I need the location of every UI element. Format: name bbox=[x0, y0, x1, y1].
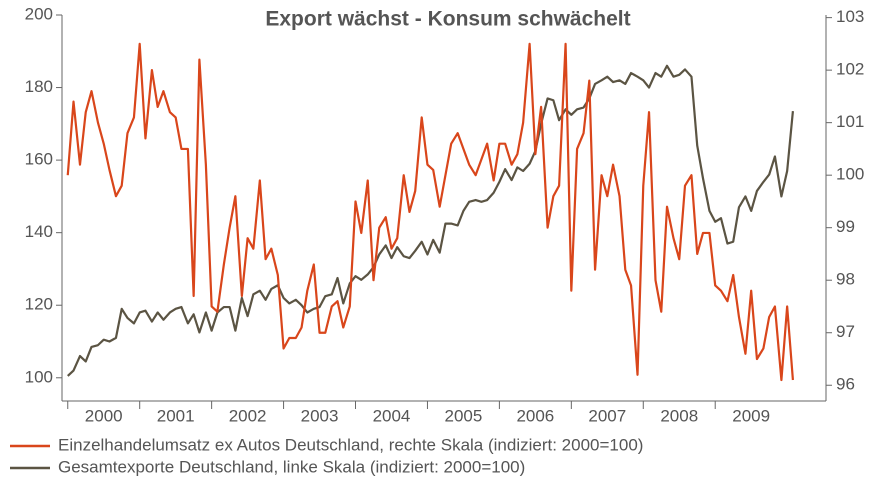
x-tick-label: 2009 bbox=[732, 406, 770, 425]
x-tick-label: 2008 bbox=[660, 406, 698, 425]
y2-tick-label: 98 bbox=[836, 270, 855, 289]
y2-tick-label: 96 bbox=[836, 375, 855, 394]
y2-tick-label: 103 bbox=[836, 7, 864, 26]
x-tick-label: 2000 bbox=[85, 406, 123, 425]
y2-tick-label: 102 bbox=[836, 60, 864, 79]
y-tick-label: 120 bbox=[25, 295, 53, 314]
y-tick-label: 100 bbox=[25, 367, 53, 386]
x-tick-label: 2006 bbox=[516, 406, 554, 425]
legend-label: Gesamtexporte Deutschland, linke Skala (… bbox=[58, 457, 525, 476]
y-tick-label: 180 bbox=[25, 77, 53, 96]
y-tick-label: 140 bbox=[25, 222, 53, 241]
legend-label: Einzelhandelumsatz ex Autos Deutschland,… bbox=[58, 435, 643, 454]
x-tick-label: 2005 bbox=[445, 406, 483, 425]
y-tick-label: 200 bbox=[25, 4, 53, 23]
y2-tick-label: 100 bbox=[836, 165, 864, 184]
y2-tick-label: 99 bbox=[836, 217, 855, 236]
y-tick-label: 160 bbox=[25, 150, 53, 169]
y2-tick-label: 101 bbox=[836, 112, 864, 131]
series-line bbox=[66, 42, 795, 382]
chart-title: Export wächst - Konsum schwächelt bbox=[265, 8, 630, 31]
x-tick-label: 2004 bbox=[373, 406, 411, 425]
x-tick-label: 2007 bbox=[588, 406, 626, 425]
series-line bbox=[67, 64, 795, 377]
y2-tick-label: 97 bbox=[836, 322, 855, 341]
x-tick-label: 2001 bbox=[157, 406, 195, 425]
x-tick-label: 2003 bbox=[301, 406, 339, 425]
x-tick-label: 2002 bbox=[229, 406, 267, 425]
